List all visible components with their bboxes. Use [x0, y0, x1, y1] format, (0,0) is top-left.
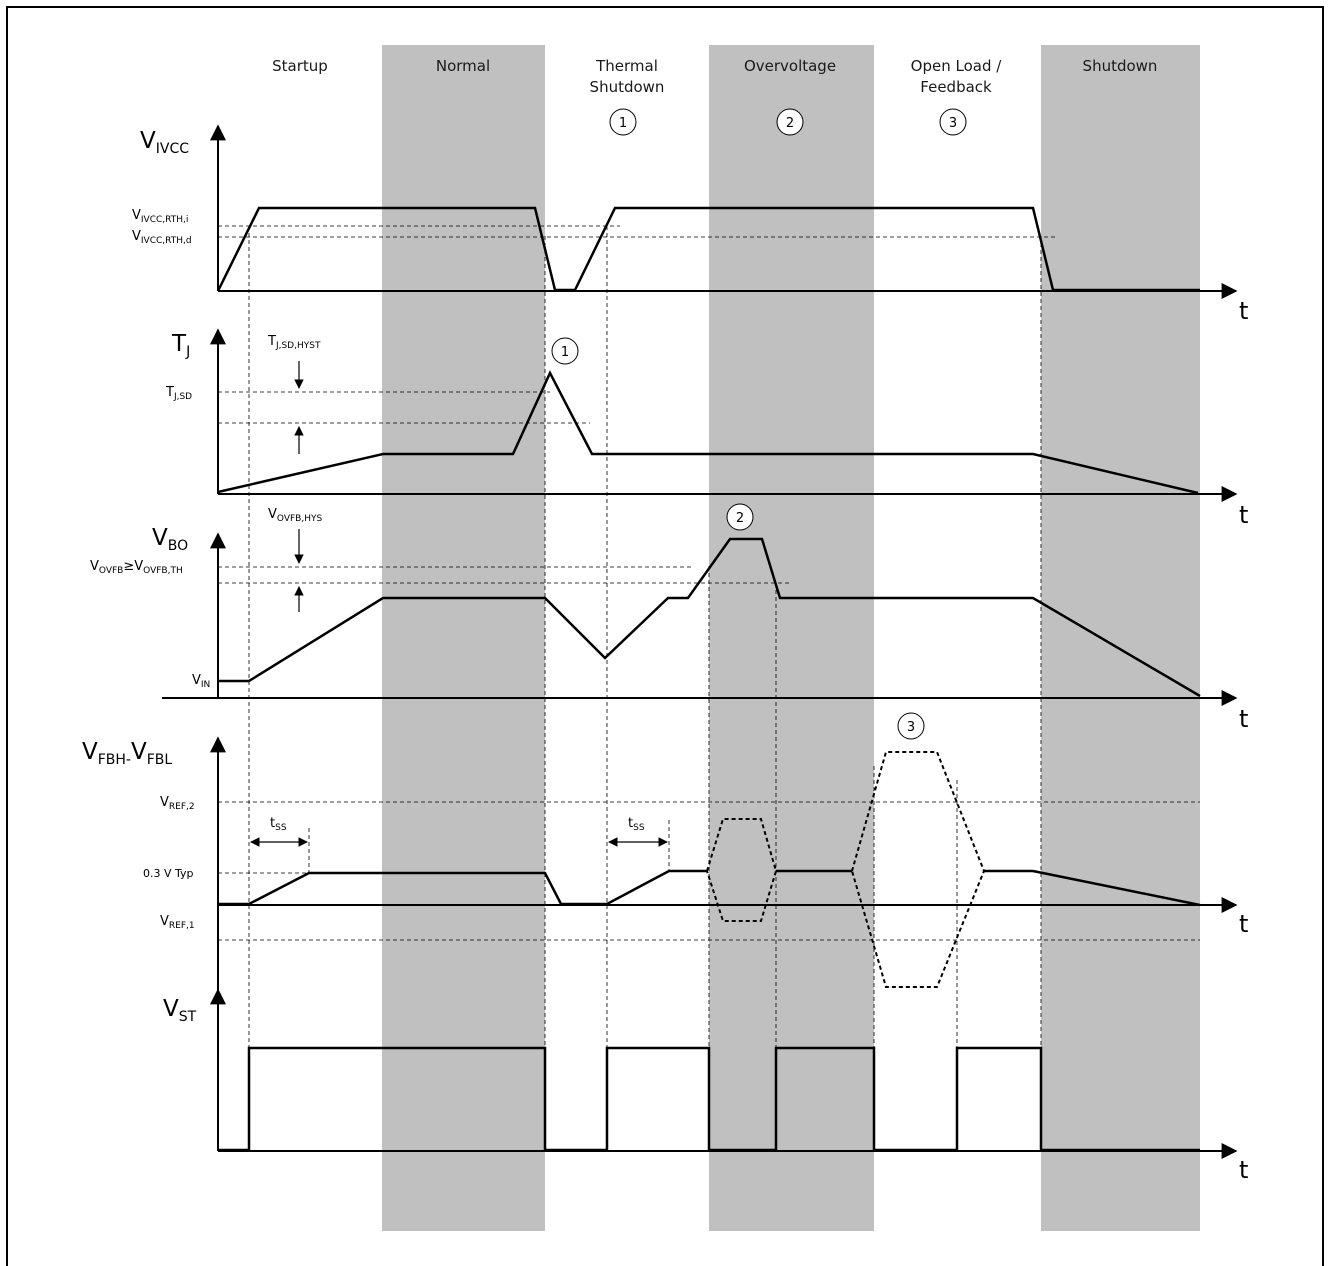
phase-label-thermal-2: Shutdown [590, 78, 665, 96]
signal-tj: TJ t TJ,SD TJ,SD,HYST 1 [165, 328, 1248, 529]
svg-text:1: 1 [619, 116, 627, 131]
vbo-hyst-label: VOVFB,HYS [268, 507, 322, 524]
vivcc-time-label: t [1239, 297, 1248, 325]
vbo-time-label: t [1239, 705, 1248, 733]
vfb-time-label: t [1239, 910, 1248, 938]
phase-headers: Startup Normal Thermal Shutdown Overvolt… [272, 57, 1158, 136]
vivcc-level-rth-i-label: VIVCC,RTH,i [132, 208, 188, 225]
vfb-tss-label-1: tSS [270, 816, 287, 833]
tj-axis-label: TJ [171, 331, 190, 360]
vfb-ol-uncertainty [850, 751, 986, 988]
vst-axis-label: VST [163, 996, 197, 1025]
vivcc-waveform [216, 206, 1200, 292]
vbo-waveform [218, 537, 1201, 698]
phase-marker-overvoltage: 2 [776, 108, 804, 136]
band-overvoltage [709, 45, 874, 1231]
vivcc-axis-label: VIVCC [140, 128, 189, 157]
vfb-level-typ-label: 0.3 V Typ [143, 867, 194, 880]
tj-level-sd-label: TJ,SD [165, 385, 192, 402]
tj-time-label: t [1239, 501, 1248, 529]
vbo-level-ovfb-label: VOVFB≥VOVFB,TH [90, 559, 183, 576]
phase-label-openload-2: Feedback [920, 78, 992, 96]
svg-text:1: 1 [561, 345, 569, 360]
signal-vfb: VFBH-VFBL t VREF,2 0.3 V Typ VREF,1 tSS … [82, 712, 1248, 1000]
phase-label-overvoltage: Overvoltage [744, 57, 836, 75]
phase-label-normal: Normal [436, 57, 490, 75]
phase-marker-thermal: 1 [609, 108, 637, 136]
vst-time-label: t [1239, 1156, 1248, 1184]
vbo-marker: 2 [726, 503, 754, 531]
transition-guides [248, 226, 1042, 1151]
band-shutdown [1041, 45, 1200, 1231]
phase-marker-openload: 3 [939, 108, 967, 136]
phase-label-openload: Open Load / [911, 57, 1003, 75]
tj-hyst-label: TJ,SD,HYST [267, 334, 321, 351]
vfb-marker: 3 [897, 712, 925, 740]
phase-label-startup: Startup [272, 57, 328, 75]
svg-text:2: 2 [786, 116, 794, 131]
signal-vbo: VBO t VOVFB≥VOVFB,TH VIN VOVFB,HYS 2 [90, 503, 1248, 733]
vfb-tss-label-2: tSS [628, 816, 645, 833]
vfb-axis-label: VFBH-VFBL [82, 739, 172, 768]
svg-text:3: 3 [949, 116, 957, 131]
shaded-bands [382, 45, 1200, 1231]
vfb-level-ref2-label: VREF,2 [160, 795, 195, 812]
tj-marker: 1 [551, 337, 579, 365]
signal-vivcc: VIVCC t VIVCC,RTH,i VIVCC,RTH,d [132, 124, 1248, 325]
band-normal [382, 45, 545, 1231]
vst-waveform [218, 1046, 1200, 1152]
tj-waveform [217, 370, 1199, 495]
svg-text:2: 2 [736, 511, 744, 526]
phase-label-thermal: Thermal [595, 57, 658, 75]
svg-text:3: 3 [907, 720, 915, 735]
vfb-level-ref1-label: VREF,1 [160, 914, 195, 931]
vfb-shutdown-ramp [1032, 869, 1201, 907]
vfb-waveform [218, 869, 707, 906]
vivcc-level-rth-d-label: VIVCC,RTH,d [132, 229, 192, 246]
phase-label-shutdown: Shutdown [1083, 57, 1158, 75]
signal-vst: VST t [163, 988, 1248, 1184]
diagram-frame [6, 6, 1324, 1266]
vbo-axis-label: VBO [152, 525, 188, 554]
vbo-level-vin-label: VIN [192, 673, 210, 690]
